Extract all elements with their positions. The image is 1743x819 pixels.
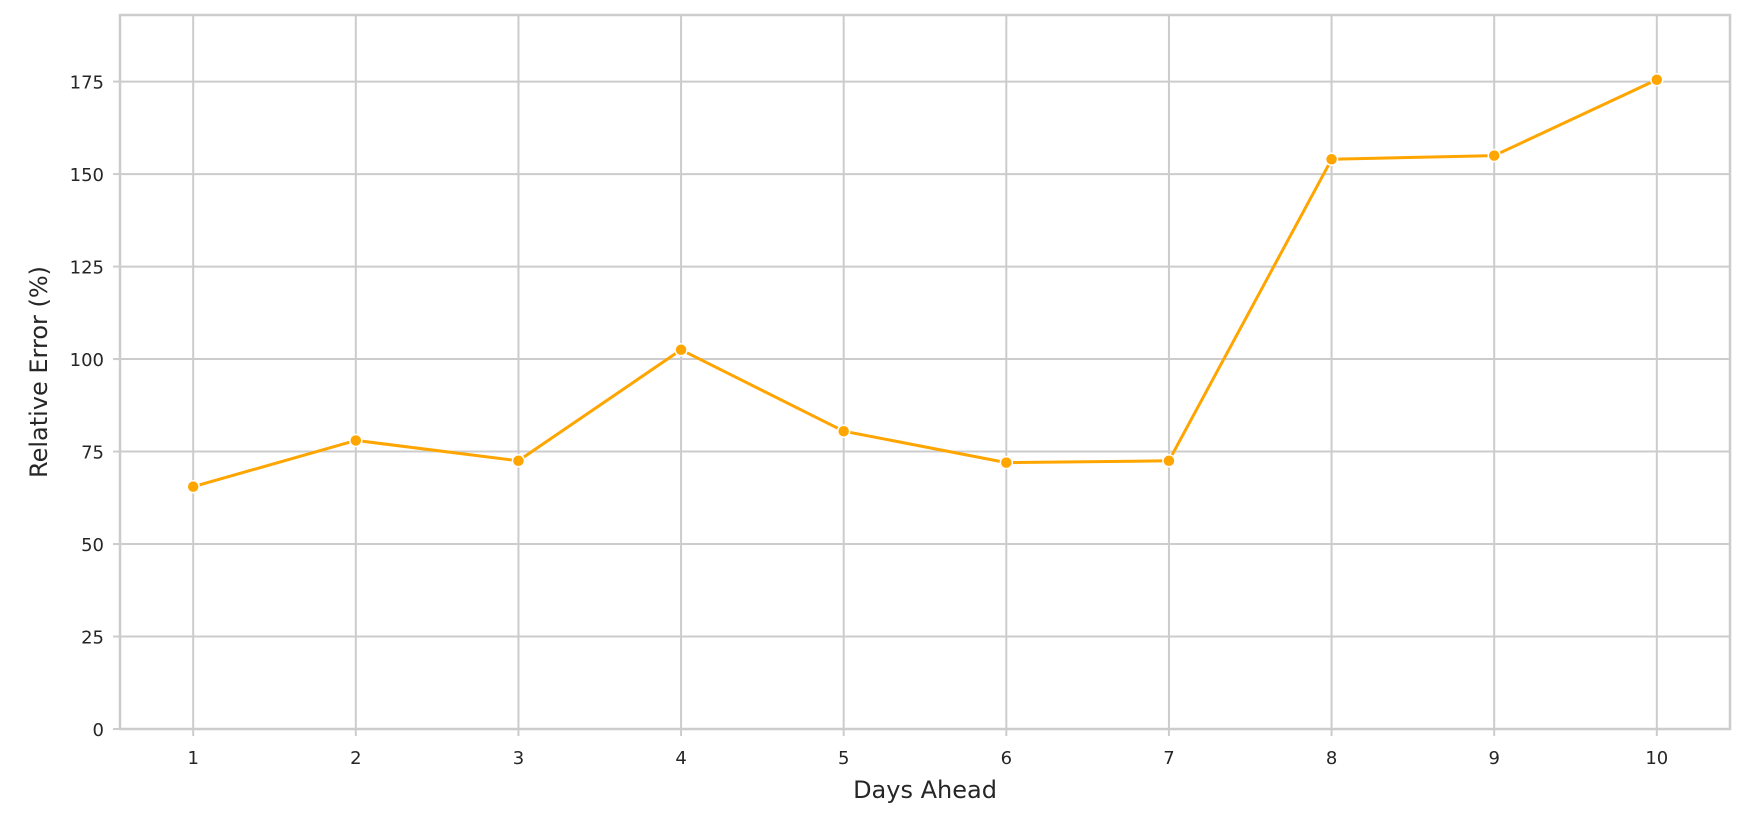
data-point (186, 479, 200, 494)
x-tick-label: 8 (1326, 748, 1337, 769)
x-tick-label: 7 (1163, 748, 1174, 769)
x-tick-label: 9 (1488, 748, 1499, 769)
data-point (1162, 454, 1176, 468)
x-tick-label: 4 (675, 748, 686, 769)
data-point (999, 455, 1014, 470)
x-tick-label: 5 (838, 748, 849, 769)
plot-frame (118, 13, 1732, 731)
data-point (1650, 72, 1664, 87)
data-point (349, 433, 363, 448)
x-axis-label: Days Ahead (853, 776, 997, 804)
y-tick-label: 0 (93, 720, 104, 741)
data-point (674, 343, 688, 357)
y-tick-label: 175 (70, 73, 104, 94)
y-tick-label: 50 (81, 535, 104, 556)
data-point (1324, 152, 1339, 167)
data-point (1487, 148, 1501, 163)
series-line (192, 78, 1658, 489)
y-tick-label: 125 (70, 258, 104, 279)
x-tick-label: 10 (1645, 748, 1668, 769)
data-point (511, 454, 526, 468)
series-layer (186, 72, 1664, 494)
x-tick-label: 1 (187, 748, 198, 769)
x-tick-label: 6 (1001, 748, 1012, 769)
y-tick-label: 150 (70, 165, 104, 186)
y-tick-label: 100 (70, 350, 104, 371)
x-tick-label: 3 (513, 748, 524, 769)
y-tick-label: 25 (81, 628, 104, 649)
y-tick-label: 75 (81, 443, 104, 464)
y-axis-label: Relative Error (%) (25, 266, 53, 478)
x-tick-label: 2 (350, 748, 361, 769)
data-point (836, 424, 851, 438)
plot-background (120, 15, 1730, 729)
